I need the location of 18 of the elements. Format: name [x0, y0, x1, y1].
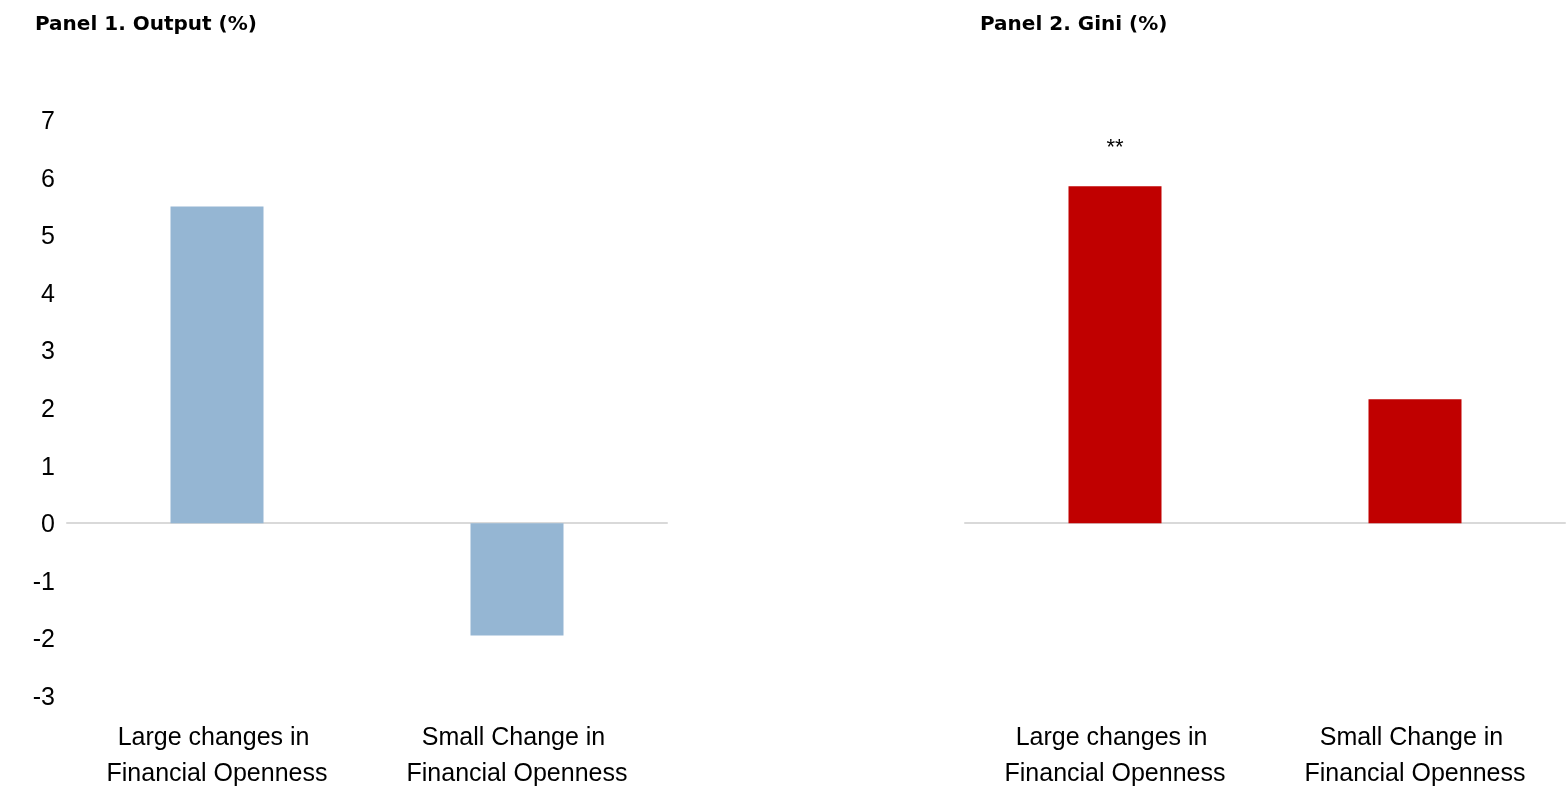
y-tick-label: -3 [32, 682, 55, 710]
y-tick-label: 5 [41, 221, 55, 250]
x-tick-label: Small Change in Financial Openness [1304, 722, 1526, 786]
y-tick-label: 1 [41, 451, 55, 480]
chart-title: Panel 1. Output (%) [35, 11, 257, 35]
chart-title: Panel 2. Gini (%) [980, 11, 1168, 35]
x-tick-label: Large changes in Financial Openness [1004, 722, 1226, 786]
y-tick-label: 4 [41, 278, 56, 307]
y-tick-label: -1 [32, 566, 55, 595]
y-tick-label: 7 [41, 106, 55, 134]
y-tick-label: 6 [41, 163, 55, 192]
y-tick-label: 3 [41, 336, 55, 365]
y-tick-label: 0 [41, 509, 55, 538]
annotation: ** [1106, 133, 1124, 159]
x-tick-label: Small Change in Financial Openness [406, 722, 628, 786]
y-tick-label: 2 [41, 394, 55, 422]
y-tick-label: -2 [32, 624, 55, 653]
x-tick-label: Large changes in Financial Openness [106, 722, 328, 786]
